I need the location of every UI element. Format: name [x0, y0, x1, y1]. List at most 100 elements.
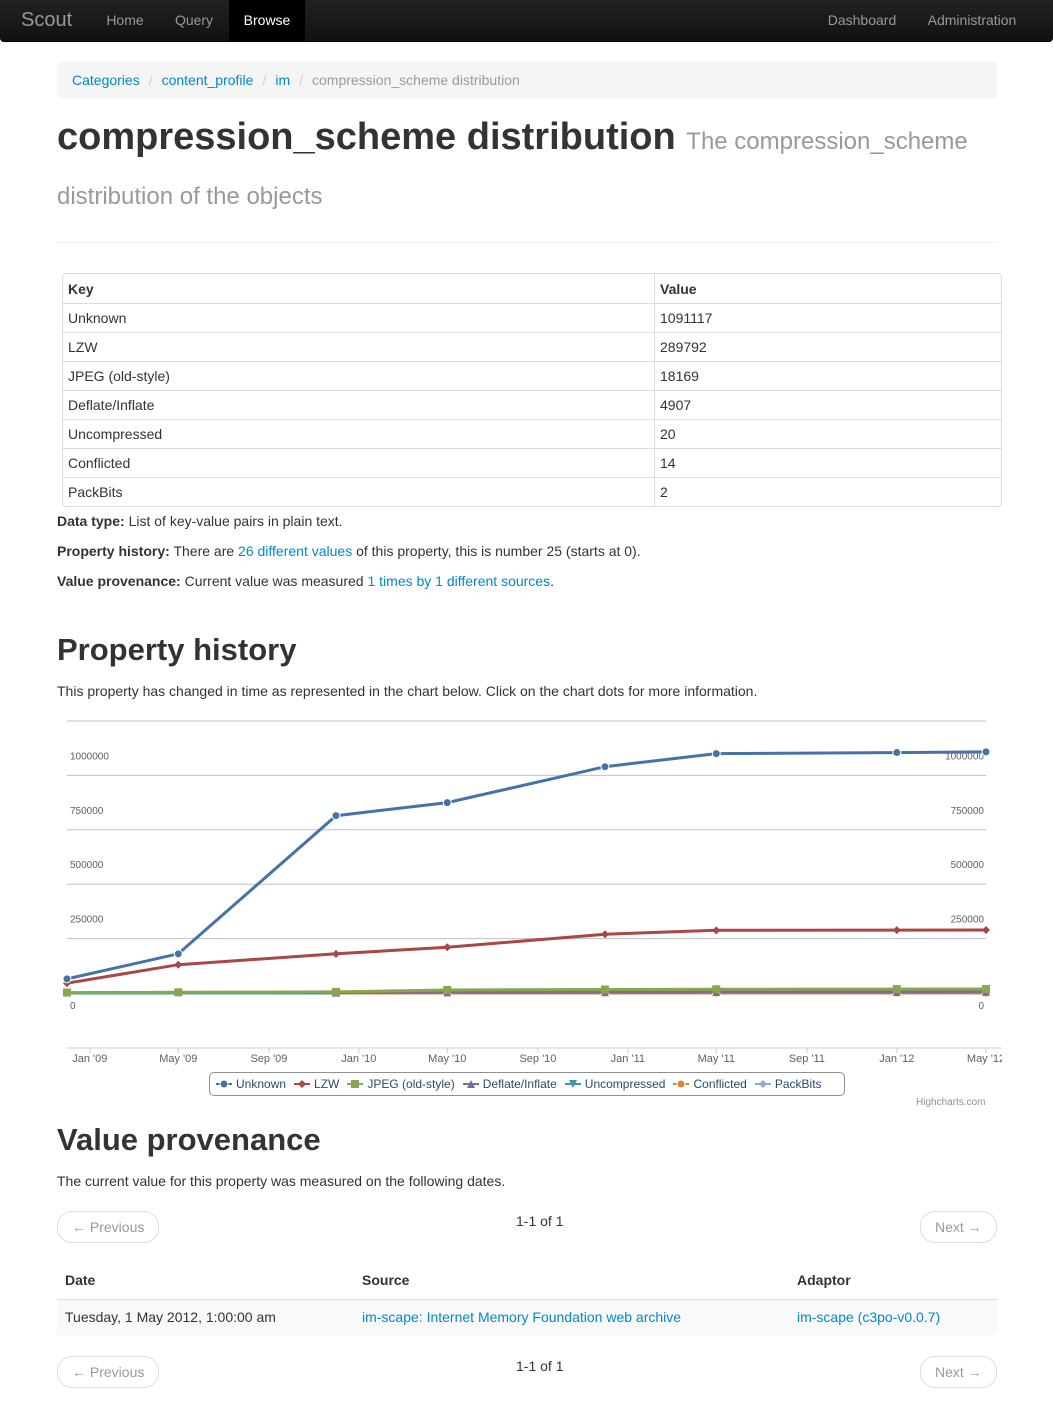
x-tick-label: May '11 — [698, 1053, 735, 1065]
x-tick-label: Jan '09 — [72, 1053, 107, 1065]
property-history-description: This property has changed in time as rep… — [57, 683, 758, 699]
table-row: Unknown 1091117 — [63, 303, 1001, 332]
y-tick-label-left: 500000 — [70, 860, 104, 871]
breadcrumb-current: compression_scheme distribution — [312, 72, 520, 88]
series-line-lzw — [66, 928, 987, 985]
page-subtitle: The compression_scheme distribution of t… — [57, 128, 968, 210]
legend-item-jpeg-old-style[interactable]: JPEG (old-style) — [347, 1077, 455, 1091]
data-point-unknown — [442, 798, 452, 808]
legend-symbol-icon — [294, 1080, 311, 1088]
data-point-lzw — [982, 926, 990, 935]
table-row: Tuesday, 1 May 2012, 1:00:00 am im-scape… — [57, 1298, 997, 1335]
data-point-unknown — [981, 747, 991, 757]
property-history-heading: Property history — [57, 632, 297, 667]
legend-label: Conflicted — [693, 1077, 747, 1091]
legend-label: Deflate/Inflate — [482, 1077, 557, 1091]
table-header-row: Key Value — [63, 274, 1001, 303]
table-row: Conflicted 14 — [63, 448, 1001, 477]
legend-label: JPEG (old-style) — [367, 1077, 455, 1091]
legend-label: LZW — [314, 1077, 340, 1091]
data-point-jpeg-old-style — [982, 985, 990, 994]
nav-home[interactable]: Home — [106, 12, 144, 28]
previous-page-button-bottom[interactable]: ← Previous — [57, 1356, 160, 1388]
adaptor-link[interactable]: im-scape (c3po-v0.0.7) — [797, 1309, 941, 1326]
legend-item-packbits[interactable]: PackBits — [754, 1077, 822, 1091]
key-value-table: Key Value Unknown 1091117 LZW 289792 JPEG … — [62, 273, 1002, 507]
breadcrumb-categories[interactable]: Categories — [72, 72, 140, 88]
table-header-row: Date Source Adaptor — [57, 1262, 997, 1300]
legend-symbol-icon — [673, 1079, 690, 1089]
nav-dashboard[interactable]: Dashboard — [827, 12, 897, 28]
legend-label: Unknown — [236, 1077, 287, 1091]
legend-marker — [351, 1080, 360, 1088]
chart-credits[interactable]: Highcharts.com — [916, 1097, 986, 1108]
previous-page-button[interactable]: ← Previous — [57, 1211, 160, 1243]
y-tick-label-right: 500000 — [951, 860, 985, 871]
data-point-lzw — [892, 926, 901, 935]
legend-marker — [219, 1079, 229, 1089]
legend-marker — [758, 1080, 767, 1088]
breadcrumb-content-profile[interactable]: content_profile — [161, 72, 254, 88]
sources-link[interactable]: 1 times by 1 different sources — [367, 573, 551, 589]
data-point-jpeg-old-style — [892, 985, 901, 994]
cell-value: 2 — [654, 477, 1001, 506]
property-history-chart[interactable]: 1250000125000010000001000000750000750000… — [57, 712, 1002, 1067]
legend-symbol-icon — [462, 1080, 479, 1088]
column-header-key: Key — [68, 280, 94, 297]
value-provenance-suffix: . — [550, 573, 554, 589]
data-point-jpeg-old-style — [63, 988, 71, 997]
y-tick-label-right: 250000 — [951, 915, 985, 926]
legend-marker — [466, 1080, 475, 1088]
page-count: 1-1 of 1 — [516, 1213, 564, 1229]
cell-value: 4907 — [654, 390, 1001, 419]
data-point-jpeg-old-style — [600, 985, 609, 994]
column-header-date: Date — [57, 1262, 354, 1300]
legend-item-uncompressed[interactable]: Uncompressed — [564, 1077, 665, 1091]
legend-symbol-icon — [754, 1080, 771, 1088]
breadcrumb: Categories / content_profile / im / compressio… — [57, 62, 997, 98]
legend-label: PackBits — [774, 1077, 822, 1091]
x-tick-label: May '12 — [967, 1053, 1002, 1065]
property-history-suffix: of this property, this is number 25 (sta… — [356, 543, 641, 559]
legend-item-conflicted[interactable]: Conflicted — [673, 1077, 747, 1091]
data-type-text: List of key-value pairs in plain text. — [128, 513, 343, 529]
x-tick-label: May '09 — [159, 1053, 197, 1065]
cell-key: PackBits — [63, 477, 654, 506]
breadcrumb-im[interactable]: im — [275, 72, 291, 88]
data-point-lzw — [600, 930, 609, 939]
y-tick-label-right: 0 — [978, 1001, 984, 1012]
cell-value: 1091117 — [654, 303, 1001, 332]
provenance-table: Date Source Adaptor Tuesday, 1 May 2012,… — [57, 1262, 997, 1335]
legend-item-deflate-inflate[interactable]: Deflate/Inflate — [462, 1077, 557, 1091]
data-point-unknown — [62, 974, 72, 984]
data-point-jpeg-old-style — [712, 985, 721, 994]
table-row: JPEG (old-style) 18169 — [63, 361, 1001, 390]
x-tick-label: Jan '10 — [341, 1053, 376, 1065]
legend-symbol-icon — [347, 1080, 364, 1088]
breadcrumb-separator: / — [148, 72, 153, 88]
table-row: PackBits 2 — [63, 477, 1001, 506]
next-page-button-bottom[interactable]: Next → — [920, 1356, 997, 1388]
data-point-lzw — [331, 949, 340, 958]
y-tick-label-left: 250000 — [70, 915, 104, 926]
cell-value: 18169 — [654, 361, 1001, 390]
next-page-button[interactable]: Next → — [920, 1211, 997, 1243]
nav-administration[interactable]: Administration — [927, 12, 1017, 28]
nav-browse[interactable]: Browse — [229, 0, 305, 41]
data-point-lzw — [174, 960, 183, 969]
cell-key: Unknown — [63, 303, 654, 332]
property-history-line: Property history: There are 26 different… — [57, 543, 641, 559]
x-tick-label: Sep '09 — [250, 1053, 287, 1065]
different-values-link[interactable]: 26 different values — [238, 543, 353, 559]
data-point-lzw — [443, 943, 452, 952]
nav-query[interactable]: Query — [174, 12, 214, 28]
value-provenance-line: Value provenance: Current value was meas… — [57, 573, 554, 589]
legend-item-unknown[interactable]: Unknown — [216, 1077, 286, 1091]
brand-logo[interactable]: Scout — [21, 9, 73, 31]
legend-item-lzw[interactable]: LZW — [294, 1077, 339, 1091]
page-title-text: compression_scheme distribution — [57, 116, 676, 158]
cell-source: im-scape: Internet Memory Foundation web… — [354, 1298, 789, 1335]
breadcrumb-separator: / — [262, 72, 267, 88]
source-link[interactable]: im-scape: Internet Memory Foundation web… — [362, 1309, 682, 1326]
value-provenance-label: Value provenance: — [57, 573, 181, 589]
